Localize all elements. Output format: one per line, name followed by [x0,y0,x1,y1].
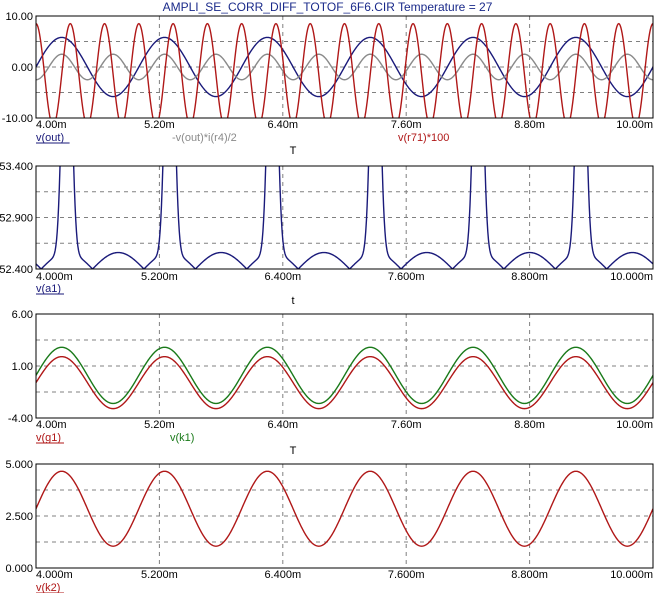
x-axis-label: T [290,445,297,457]
legend-label: v(a1) [36,283,61,295]
y-tick-label: 53.400 [0,161,33,173]
series-line-v-r71-100 [36,22,653,118]
chart-panel-3: 6.00 1.00 -4.00 4.00m 5.20m 6.40m 7.60m 8.80m 10… [8,309,654,457]
y-tick-label: 0.000 [5,563,33,575]
x-tick-label: 6.400m [264,271,301,283]
x-tick-label: 8.800m [511,569,548,581]
x-tick-label: 10.00m [616,119,653,131]
x-tick-label: 5.20m [144,419,175,431]
y-tick-label: 5.000 [5,459,33,471]
legend-label: v(g1) [36,432,61,444]
x-tick-label: 7.60m [391,419,422,431]
legend-label: v(out) [36,132,64,144]
x-tick-label: 8.80m [514,119,545,131]
x-tick-label: 4.000m [36,271,73,283]
series-line--v-out-i-r4-2 [36,53,653,81]
legend-label: v(k1) [170,432,194,444]
y-tick-label: 52.400 [0,264,33,276]
y-tick-label: 2.500 [5,511,33,523]
y-tick-label: -4.00 [8,413,33,425]
plot-frame [35,15,654,119]
x-tick-label: 4.000m [36,569,73,581]
x-tick-label: 4.00m [36,119,67,131]
chart-title: AMPLI_SE_CORR_DIFF_TOTOF_6F6.CIR Tempera… [162,0,493,14]
series-line-v-k1- [36,346,653,405]
legend-label: v(r71)*100 [398,132,449,144]
series-line-v-g1- [36,355,653,410]
x-tick-label: 6.40m [268,119,299,131]
x-axis-label: t [291,295,294,307]
y-tick-label: 0.00 [12,62,33,74]
x-tick-label: 7.600m [388,569,425,581]
series-line-v-a1- [36,166,653,269]
x-tick-label: 4.00m [36,419,67,431]
x-tick-label: 7.60m [391,119,422,131]
plot-frame [35,463,654,569]
series-line-v-k2- [36,470,653,547]
x-tick-label: 5.200m [141,569,178,581]
chart-panel-1: 10.00 0.00 -10.00 4.00m 5.20m 6.40m 7.60m 8.80m… [2,11,654,157]
x-tick-label: 10.000m [610,271,653,283]
y-tick-label: 10.00 [5,11,33,23]
x-tick-label: 6.40m [268,419,299,431]
y-tick-label: -10.00 [2,113,33,125]
series-line-v-out- [36,36,653,98]
chart-panel-4: 5.000 2.500 0.000 4.000m 5.200m 6.400m 7.600m 8… [5,459,654,593]
x-tick-label: 8.80m [514,419,545,431]
x-tick-label: 7.600m [388,271,425,283]
x-axis-label: T [290,145,297,157]
legend-label: v(k2) [36,582,60,593]
x-tick-label: 5.20m [144,119,175,131]
y-tick-label: 52.900 [0,213,33,225]
x-tick-label: 8.800m [511,271,548,283]
x-tick-label: 10.000m [610,569,653,581]
x-tick-label: 6.400m [264,569,301,581]
plot-frame [35,313,654,419]
x-tick-label: 5.200m [141,271,178,283]
y-tick-label: 6.00 [12,309,33,321]
legend-label: -v(out)*i(r4)/2 [172,132,237,144]
x-tick-label: 10.00m [616,419,653,431]
plot-frame [35,165,654,270]
y-tick-label: 1.00 [12,361,33,373]
